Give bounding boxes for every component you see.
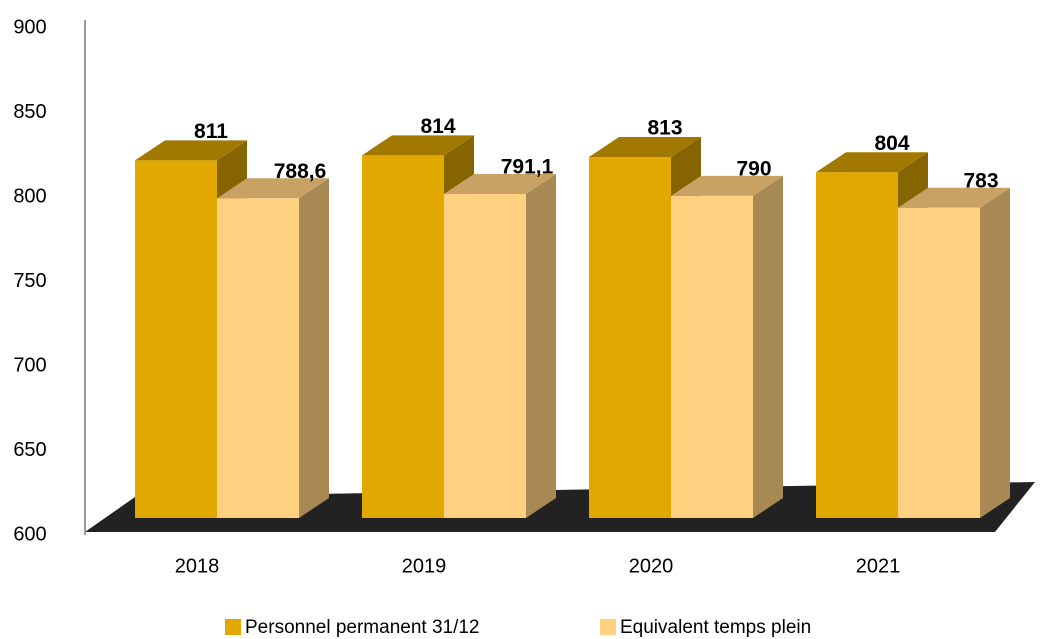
bar-side	[299, 178, 329, 519]
x-tick-label: 2019	[402, 555, 447, 577]
bar-side	[753, 175, 783, 518]
y-tick-label: 900	[13, 16, 46, 38]
bar-top	[816, 152, 928, 173]
bar-top	[898, 187, 1010, 208]
legend-swatch	[225, 619, 241, 635]
y-tick-label: 600	[13, 523, 46, 545]
value-label: 804	[874, 132, 909, 155]
x-tick-label: 2018	[175, 555, 220, 577]
value-label: 783	[963, 169, 998, 192]
bar	[444, 194, 526, 518]
value-label: 811	[194, 120, 228, 143]
bar	[362, 155, 444, 518]
bar	[135, 160, 217, 518]
x-tick-label: 2021	[856, 555, 901, 577]
y-tick-label: 650	[13, 439, 46, 461]
legend-label: Equivalent temps plein	[620, 617, 811, 638]
bar	[816, 172, 898, 519]
y-tick-label: 750	[13, 270, 46, 292]
bar-side	[526, 174, 556, 518]
bar-side	[980, 187, 1010, 519]
x-tick-label: 2020	[629, 555, 674, 577]
value-label: 790	[736, 157, 771, 180]
y-tick-label: 850	[13, 101, 46, 123]
legend-label: Personnel permanent 31/12	[245, 617, 480, 638]
value-label: 814	[420, 115, 455, 138]
legend-swatch	[600, 619, 616, 635]
bar-top	[444, 174, 556, 195]
bar-top	[589, 137, 701, 158]
value-label: 813	[647, 117, 682, 140]
y-tick-label: 800	[13, 185, 46, 207]
bar-top	[671, 175, 783, 196]
bar	[671, 195, 753, 518]
bar	[217, 198, 299, 519]
bar	[898, 207, 980, 519]
bar	[589, 157, 671, 518]
bar-top	[362, 135, 474, 156]
value-label: 791,1	[501, 156, 554, 179]
value-label: 788,6	[274, 160, 327, 183]
y-tick-label: 700	[13, 354, 46, 376]
bar-top	[135, 140, 247, 161]
bar-top	[217, 178, 329, 199]
